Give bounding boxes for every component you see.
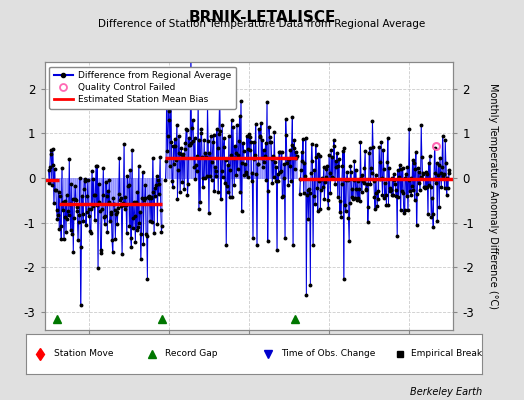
Y-axis label: Monthly Temperature Anomaly Difference (°C): Monthly Temperature Anomaly Difference (…: [488, 83, 498, 309]
Text: Difference of Station Temperature Data from Regional Average: Difference of Station Temperature Data f…: [99, 19, 425, 29]
Text: Time of Obs. Change: Time of Obs. Change: [281, 350, 376, 358]
Legend: Difference from Regional Average, Quality Control Failed, Estimated Station Mean: Difference from Regional Average, Qualit…: [49, 66, 236, 109]
Text: Berkeley Earth: Berkeley Earth: [410, 387, 482, 397]
Text: Station Move: Station Move: [53, 350, 113, 358]
Text: BRNIK-LETALISCE: BRNIK-LETALISCE: [188, 10, 336, 25]
Text: Empirical Break: Empirical Break: [411, 350, 483, 358]
Text: Record Gap: Record Gap: [165, 350, 218, 358]
